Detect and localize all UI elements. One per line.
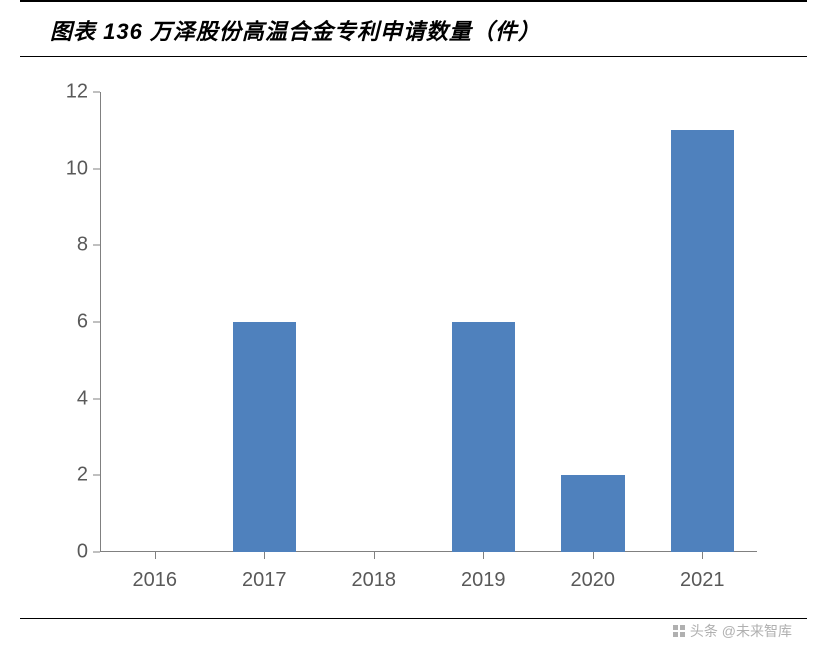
- bar-slot: [319, 92, 429, 552]
- x-tick-mark: [155, 552, 156, 559]
- bar-slot: [210, 92, 320, 552]
- x-tick-mark: [264, 552, 265, 559]
- y-tick-mark: [93, 398, 100, 399]
- bar: [233, 322, 297, 552]
- y-tick-label: 2: [77, 464, 88, 487]
- y-tick-mark: [93, 475, 100, 476]
- y-tick-mark: [93, 92, 100, 93]
- x-tick-mark: [374, 552, 375, 559]
- bars-group: [100, 92, 757, 552]
- bottom-rule: [20, 618, 807, 620]
- y-tick-mark: [93, 552, 100, 553]
- bar: [671, 130, 735, 552]
- chart-area: 0 2 4 6 8 10 12 201620172018201920202021: [40, 82, 787, 602]
- x-tick-label: 2016: [100, 569, 210, 592]
- y-tick-label: 6: [77, 311, 88, 334]
- title-bar: 图表 136 万泽股份高温合金专利申请数量（件）: [20, 0, 807, 57]
- x-tick-label: 2017: [210, 569, 320, 592]
- x-tick-label: 2020: [538, 569, 648, 592]
- y-tick-label: 4: [77, 387, 88, 410]
- y-tick-mark: [93, 168, 100, 169]
- watermark-text: 头条 @未来智库: [690, 623, 792, 639]
- bar-slot: [538, 92, 648, 552]
- bar-slot: [100, 92, 210, 552]
- bar: [452, 322, 516, 552]
- bar-slot: [429, 92, 539, 552]
- chart-title: 图表 136 万泽股份高温合金专利申请数量（件）: [50, 14, 777, 46]
- x-tick-label: 2018: [319, 569, 429, 592]
- watermark: 头条 @未来智库: [672, 621, 792, 641]
- plot-region: [100, 92, 757, 552]
- bar: [561, 475, 625, 552]
- bar-slot: [648, 92, 758, 552]
- y-tick-label: 12: [66, 81, 88, 104]
- watermark-icon: [672, 624, 686, 641]
- y-tick-mark: [93, 322, 100, 323]
- y-tick-mark: [93, 245, 100, 246]
- x-tick-mark: [593, 552, 594, 559]
- x-tick-label: 2021: [648, 569, 758, 592]
- y-tick-label: 10: [66, 157, 88, 180]
- y-tick-label: 8: [77, 234, 88, 257]
- x-tick-mark: [483, 552, 484, 559]
- x-tick-label: 2019: [429, 569, 539, 592]
- figure-container: 图表 136 万泽股份高温合金专利申请数量（件） 024681012 20162…: [0, 0, 827, 661]
- x-tick-mark: [702, 552, 703, 559]
- y-axis: 024681012: [40, 92, 100, 552]
- x-axis-labels: 201620172018201920202021: [100, 569, 757, 592]
- y-tick-label: 0: [77, 541, 88, 564]
